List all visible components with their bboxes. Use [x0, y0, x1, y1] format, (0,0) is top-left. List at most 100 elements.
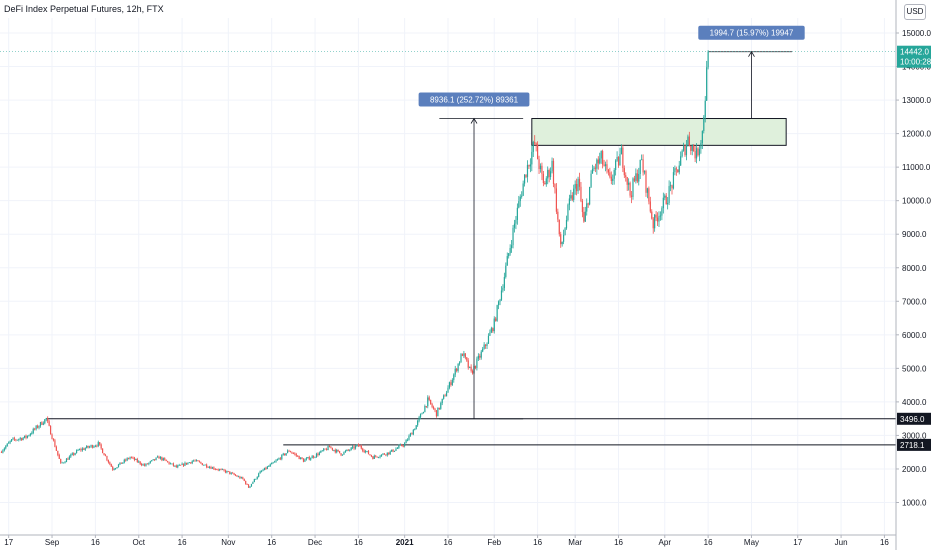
candle-body — [93, 446, 95, 448]
candle — [198, 460, 201, 463]
last-price-tag: 14442.010:00:28 — [897, 45, 932, 68]
candle-body — [52, 438, 55, 441]
candle — [15, 438, 17, 442]
candle-body — [275, 460, 277, 462]
x-axis-tick-label: Mar — [568, 538, 582, 547]
candle-body — [77, 450, 79, 451]
candle — [693, 144, 695, 152]
candle-body — [262, 470, 264, 471]
candle-body — [214, 469, 216, 470]
candle-body — [480, 351, 482, 358]
candle-body — [584, 211, 586, 222]
candle-body — [184, 462, 186, 466]
candle-body — [318, 452, 320, 456]
x-axis-tick-label: 16 — [444, 538, 453, 547]
candle — [216, 468, 218, 471]
candle — [599, 152, 601, 165]
last-price-label: 14442.0 — [900, 48, 929, 57]
candle-body — [706, 67, 708, 101]
candle — [495, 316, 497, 322]
candle — [638, 167, 640, 186]
candle-body — [181, 463, 183, 465]
candle-body — [366, 450, 368, 452]
candle — [197, 459, 199, 462]
candle — [51, 433, 53, 440]
candle-body — [629, 182, 631, 196]
candle — [288, 449, 290, 452]
candle — [26, 435, 29, 439]
candle-body — [432, 407, 435, 409]
candle-body — [246, 484, 248, 485]
candle-body — [175, 465, 177, 468]
candle — [262, 468, 264, 472]
candle — [405, 439, 407, 444]
candle-body — [298, 456, 300, 460]
candle-body — [116, 467, 118, 469]
candle — [41, 421, 43, 426]
candle — [195, 459, 198, 462]
candle — [71, 452, 73, 456]
candle-body — [18, 439, 20, 440]
candle — [168, 461, 170, 465]
candle — [191, 460, 193, 465]
candle-body — [694, 151, 696, 159]
x-axis-tick-label: 16 — [704, 538, 713, 547]
candle — [269, 463, 271, 467]
candle-body — [272, 462, 274, 464]
candle-body — [495, 318, 497, 321]
candle-body — [154, 459, 156, 461]
candle — [659, 211, 662, 221]
candle-body — [57, 450, 59, 455]
candle-body — [220, 469, 222, 471]
currency-button[interactable]: USD — [904, 4, 926, 20]
x-axis-tick-label: 16 — [614, 538, 623, 547]
candle — [544, 181, 546, 185]
candle — [370, 454, 373, 458]
candle — [512, 225, 514, 249]
candle — [651, 209, 653, 220]
candle — [451, 378, 453, 386]
candle-body — [219, 469, 221, 471]
candle-body — [538, 159, 540, 170]
candle-body — [474, 365, 477, 368]
candle-body — [628, 182, 630, 185]
candle-body — [617, 157, 620, 166]
candle-body — [646, 188, 649, 193]
candle — [466, 356, 468, 362]
y-axis-tick-label: 4000.0 — [902, 398, 927, 407]
candle — [510, 240, 513, 253]
candle-body — [139, 461, 141, 465]
candle — [344, 449, 346, 453]
candle — [586, 198, 588, 216]
candle — [227, 470, 229, 472]
candle — [389, 450, 391, 456]
candle-body — [60, 458, 62, 463]
candle-body — [279, 458, 281, 460]
candle — [454, 365, 456, 378]
candle-body — [681, 150, 683, 157]
candle — [174, 465, 176, 468]
candle — [162, 457, 164, 461]
candle-body — [483, 344, 485, 349]
candle — [525, 174, 527, 179]
candle-body — [684, 145, 686, 156]
candle — [45, 417, 47, 422]
candle-body — [107, 460, 109, 463]
candle — [707, 50, 709, 70]
candle-body — [142, 464, 144, 466]
candle — [181, 462, 183, 466]
grid-lines — [0, 18, 896, 535]
candle — [490, 326, 492, 334]
candle — [307, 457, 309, 459]
candle — [438, 407, 440, 410]
candle-body — [622, 147, 624, 169]
candle — [509, 244, 511, 256]
candle — [682, 142, 685, 152]
candle — [350, 446, 352, 451]
candle-body — [411, 433, 413, 435]
candle — [128, 457, 130, 460]
candle — [580, 182, 582, 203]
candle-body — [151, 460, 153, 462]
x-axis-tick-label: 16 — [354, 538, 363, 547]
